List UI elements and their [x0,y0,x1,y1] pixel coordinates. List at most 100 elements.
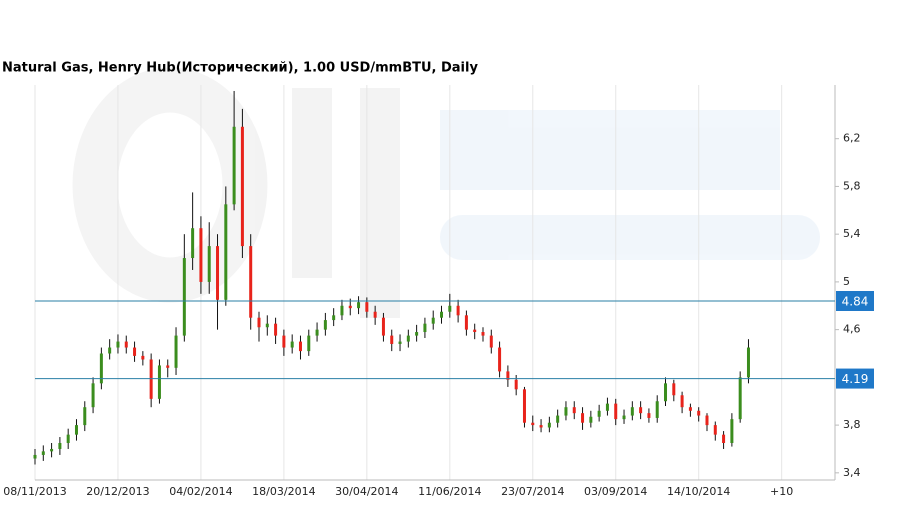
candle-body [680,395,684,408]
candle-body [108,347,112,354]
y-tick-label: 3,8 [843,418,861,431]
candle-body [265,323,269,328]
candle-body [697,410,701,416]
x-tick-label: 03/09/2014 [584,485,647,498]
candle-body [746,347,750,378]
candle-body [440,311,444,318]
y-tick-label: 5,4 [843,227,861,240]
candle-body [323,320,327,330]
candle-body [622,415,626,420]
candle-body [124,341,128,348]
candle-body [199,228,203,282]
x-tick-label: 30/04/2014 [335,485,398,498]
candle-body [730,419,734,444]
candle-body [58,443,62,449]
candle-body [539,425,543,428]
candle-body [249,246,253,318]
candle-body [464,315,468,330]
candle-body [33,454,37,459]
candle-body [41,451,45,455]
y-tick-label: 5 [843,275,850,288]
candle-body [116,341,120,348]
y-tick-label: 4,6 [843,323,861,336]
candle-body [174,335,178,368]
candle-body [722,434,726,444]
candle-body [581,413,585,423]
candle-body [531,422,535,426]
x-tick-label: 04/02/2014 [169,485,232,498]
candle-body [274,323,278,336]
candle-body [614,403,618,420]
y-tick-label: 5,8 [843,179,861,192]
candle-body [74,425,78,435]
candle-body [240,126,244,247]
candle-body [207,246,211,282]
candle-body [406,335,410,342]
candle-body [423,323,427,333]
candles [33,90,750,465]
x-tick-label: 11/06/2014 [418,485,481,498]
candle-body [522,389,526,423]
candle-body [398,341,402,344]
candle-body [83,407,87,426]
x-tick-label: 20/12/2013 [86,485,149,498]
candle-body [365,302,369,312]
candle-body [564,407,568,416]
candle-body [390,335,394,344]
candle-body [672,383,676,396]
candle-body [232,126,236,205]
candle-body [639,407,643,414]
x-tick-label: 23/07/2014 [501,485,564,498]
candle-body [257,317,261,328]
candle-body [448,305,452,312]
candle-body [597,410,601,417]
candle-body [307,335,311,352]
x-tick-label: +10 [770,485,793,498]
candle-body [473,329,477,333]
candle-body [489,335,493,348]
candle-body [224,204,228,300]
candle-body [133,347,137,356]
candle-body [514,379,518,390]
candle-body [547,422,551,428]
candle-body [50,448,54,452]
chart-title: Natural Gas, Henry Hub(Исторический), 1.… [2,61,478,76]
candle-body [713,425,717,435]
candle-body [655,401,659,418]
candle-body [456,305,460,316]
candle-body [216,246,220,300]
candle-body [298,341,302,352]
candle-body [381,317,385,336]
candle-body [357,302,361,309]
candle-body [647,413,651,418]
candle-body [630,407,634,416]
level-label-box [836,290,874,311]
candle-body [141,355,145,360]
candle-body [664,383,668,402]
candle-body [688,407,692,411]
y-tick-label: 3,4 [843,466,861,479]
candle-body [738,377,742,420]
level-label-box [836,368,874,389]
candle-body [556,415,560,423]
candle-body [166,365,170,368]
candle-body [348,305,352,309]
candle-body [340,305,344,316]
y-tick-label: 6,2 [843,132,861,145]
candle-body [506,371,510,380]
candle-body [282,335,286,348]
candle-body [191,228,195,259]
candle-body [498,347,502,372]
x-tick-label: 08/11/2013 [3,485,66,498]
candle-body [415,332,419,336]
candle-body [157,365,161,399]
candle-body [290,341,294,348]
candle-body [182,258,186,336]
candle-body [373,311,377,318]
level-label: 4.19 [842,372,869,386]
candle-body [66,434,70,444]
candle-body [589,416,593,423]
candle-body [332,315,336,321]
candle-body [572,407,576,414]
